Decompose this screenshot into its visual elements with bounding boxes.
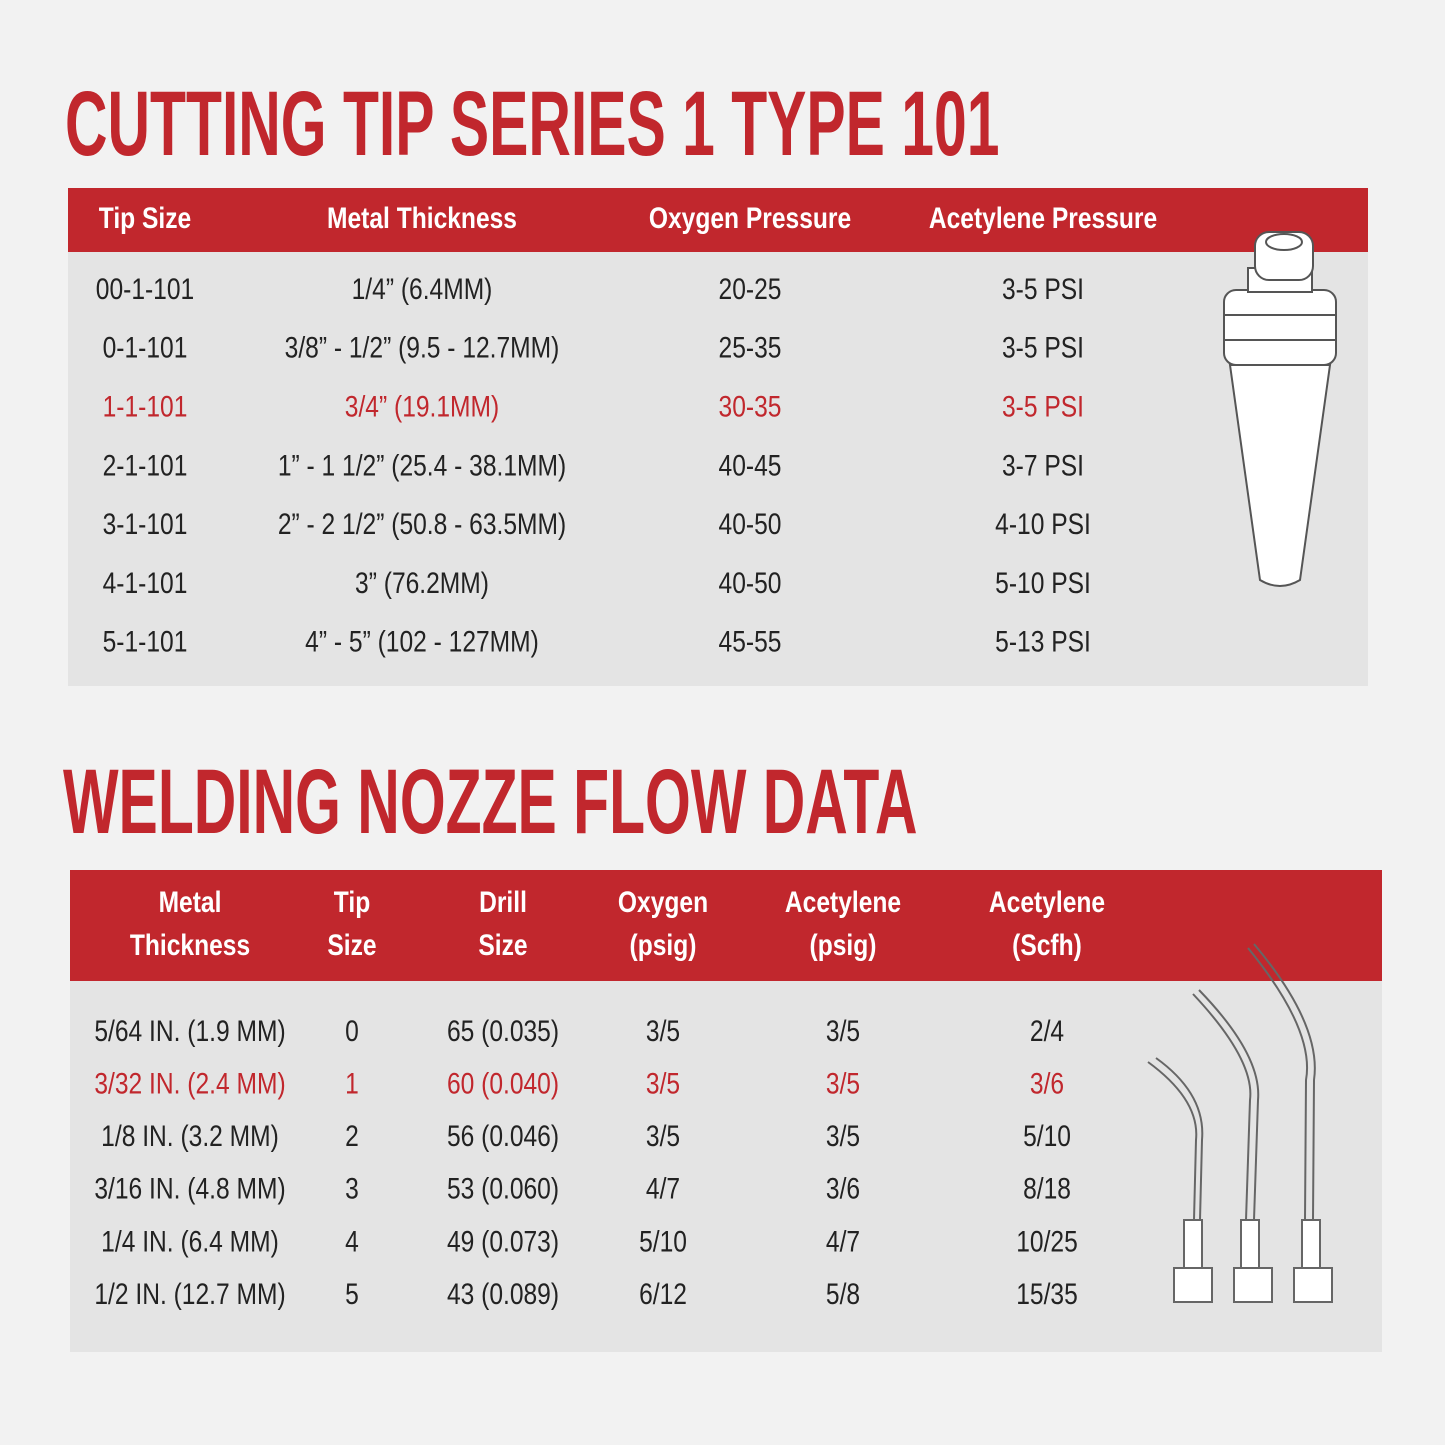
table-cell: 2/4 — [1030, 1014, 1064, 1048]
section-title: WELDING NOZZE FLOW DATA — [63, 751, 918, 853]
table-cell: 4/7 — [826, 1224, 860, 1258]
table-cell: 5/10 — [1023, 1119, 1071, 1153]
table-cell: 5/64 IN. (1.9 MM) — [94, 1014, 285, 1048]
table-cell: 2 — [345, 1119, 359, 1153]
table-cell: 5/10 — [639, 1224, 687, 1258]
table-cell: 00-1-101 — [96, 272, 194, 306]
column-header: Tip — [334, 885, 370, 919]
table-cell: 4/7 — [646, 1171, 680, 1205]
table-cell: 0 — [345, 1014, 359, 1048]
table-cell: 1” - 1 1/2” (25.4 - 38.1MM) — [278, 448, 566, 482]
table-cell: 1-1-101 — [103, 389, 188, 423]
column-header: (psig) — [630, 928, 697, 962]
table-cell: 5 — [345, 1277, 359, 1311]
welding-nozzle-icons — [1147, 943, 1333, 1303]
table-cell: 3-5 PSI — [1002, 272, 1084, 306]
table-cell: 4 — [345, 1224, 359, 1258]
table-cell: 3/5 — [826, 1066, 860, 1100]
table-header-bg — [68, 188, 1368, 252]
table-cell: 40-50 — [719, 566, 782, 600]
table-cell: 5-1-101 — [103, 624, 188, 658]
table-cell: 1/4 IN. (6.4 MM) — [101, 1224, 279, 1258]
table-cell: 53 (0.060) — [447, 1171, 559, 1205]
table-cell: 1/8 IN. (3.2 MM) — [101, 1119, 279, 1153]
table-cell: 4” - 5” (102 - 127MM) — [305, 624, 539, 658]
column-header: Tip Size — [99, 201, 191, 235]
column-header: Acetylene — [785, 885, 901, 919]
table-cell: 3/5 — [646, 1119, 680, 1153]
column-header: Thickness — [130, 928, 250, 962]
table-cell: 5-10 PSI — [995, 566, 1091, 600]
table-cell: 3-7 PSI — [1002, 448, 1084, 482]
table-cell: 3/5 — [826, 1119, 860, 1153]
table-cell: 3/5 — [826, 1014, 860, 1048]
table-cell: 1/2 IN. (12.7 MM) — [94, 1277, 285, 1311]
table-cell: 40-45 — [719, 448, 782, 482]
table-header-bg — [70, 870, 1382, 981]
table-cell: 3/6 — [1030, 1066, 1064, 1100]
column-header: Acetylene Pressure — [929, 201, 1157, 235]
table-cell: 43 (0.089) — [447, 1277, 559, 1311]
table-cell: 65 (0.035) — [447, 1014, 559, 1048]
table-cell: 1 — [345, 1066, 359, 1100]
table-cell: 4-10 PSI — [995, 507, 1091, 541]
table-cell: 5-13 PSI — [995, 624, 1091, 658]
column-header: Size — [478, 928, 527, 962]
table-cell: 2” - 2 1/2” (50.8 - 63.5MM) — [278, 507, 566, 541]
table-cell: 3/6 — [826, 1171, 860, 1205]
column-header: Size — [327, 928, 376, 962]
table-cell: 5/8 — [826, 1277, 860, 1311]
table-cell: 25-35 — [719, 330, 782, 364]
table-cell: 45-55 — [719, 624, 782, 658]
column-header: Oxygen Pressure — [649, 201, 851, 235]
table-cell: 3/16 IN. (4.8 MM) — [94, 1171, 285, 1205]
table-cell: 10/25 — [1016, 1224, 1078, 1258]
table-cell: 3/8” - 1/2” (9.5 - 12.7MM) — [285, 330, 560, 364]
table-cell: 49 (0.073) — [447, 1224, 559, 1258]
section-title: CUTTING TIP SERIES 1 TYPE 101 — [65, 73, 1000, 175]
column-header: Oxygen — [618, 885, 708, 919]
table-cell: 8/18 — [1023, 1171, 1071, 1205]
column-header: (Scfh) — [1012, 928, 1082, 962]
table-cell: 30-35 — [719, 389, 782, 423]
table-cell: 3” (76.2MM) — [355, 566, 489, 600]
table-body-bg — [68, 252, 1368, 686]
table-cell: 40-50 — [719, 507, 782, 541]
table-cell: 60 (0.040) — [447, 1066, 559, 1100]
table-cell: 3-5 PSI — [1002, 389, 1084, 423]
table-cell: 3/32 IN. (2.4 MM) — [94, 1066, 285, 1100]
column-header: Metal Thickness — [327, 201, 517, 235]
table-cell: 6/12 — [639, 1277, 687, 1311]
table-cell: 3-1-101 — [103, 507, 188, 541]
table-cell: 3/5 — [646, 1066, 680, 1100]
table-cell: 2-1-101 — [103, 448, 188, 482]
table-cell: 3 — [345, 1171, 359, 1205]
table-cell: 20-25 — [719, 272, 782, 306]
table-body-bg — [70, 981, 1382, 1352]
table-cell: 3-5 PSI — [1002, 330, 1084, 364]
table-cell: 15/35 — [1016, 1277, 1078, 1311]
cutting-tip-icon — [1223, 231, 1337, 587]
table-cell: 1/4” (6.4MM) — [352, 272, 493, 306]
column-header: Metal — [159, 885, 222, 919]
column-header: (psig) — [810, 928, 877, 962]
table-cell: 56 (0.046) — [447, 1119, 559, 1153]
table-cell: 0-1-101 — [103, 330, 188, 364]
table-cell: 3/4” (19.1MM) — [345, 389, 499, 423]
column-header: Acetylene — [989, 885, 1105, 919]
column-header: Drill — [479, 885, 527, 919]
table-cell: 3/5 — [646, 1014, 680, 1048]
table-cell: 4-1-101 — [103, 566, 188, 600]
